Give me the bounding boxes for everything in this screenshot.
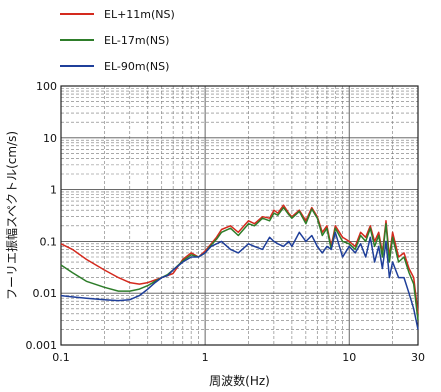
legend: EL+11m(NS) EL-17m(NS) EL-90m(NS) <box>60 8 175 73</box>
x-tick-label: 30 <box>411 351 425 364</box>
y-tick-label: 100 <box>36 80 57 93</box>
y-tick-label: 0.01 <box>33 287 58 300</box>
y-tick-label: 0.001 <box>26 339 58 352</box>
series-line-1 <box>60 206 419 321</box>
grid-layer <box>60 86 419 346</box>
x-tick-label: 10 <box>342 351 356 364</box>
series-layer <box>60 204 419 330</box>
legend-label-el-plus-11m: EL+11m(NS) <box>104 8 175 21</box>
x-tick-label: 1 <box>202 351 209 364</box>
tick-label-layer: 0.001 0.01 0.1 1 10 100 0.1 1 10 30 <box>26 80 426 364</box>
y-tick-label: 1 <box>50 184 57 197</box>
legend-label-el-minus-17m: EL-17m(NS) <box>104 34 169 47</box>
y-tick-label: 10 <box>43 132 57 145</box>
series-line-0 <box>60 204 419 314</box>
legend-label-el-minus-90m: EL-90m(NS) <box>104 60 169 73</box>
x-tick-label: 0.1 <box>52 351 70 364</box>
y-axis-title: フーリエ振幅スペクトル(cm/s) <box>4 131 19 300</box>
y-tick-label: 0.1 <box>40 235 58 248</box>
plot-frame <box>60 85 419 346</box>
series-line-2 <box>60 231 419 330</box>
x-axis-title: 周波数(Hz) <box>209 373 270 388</box>
